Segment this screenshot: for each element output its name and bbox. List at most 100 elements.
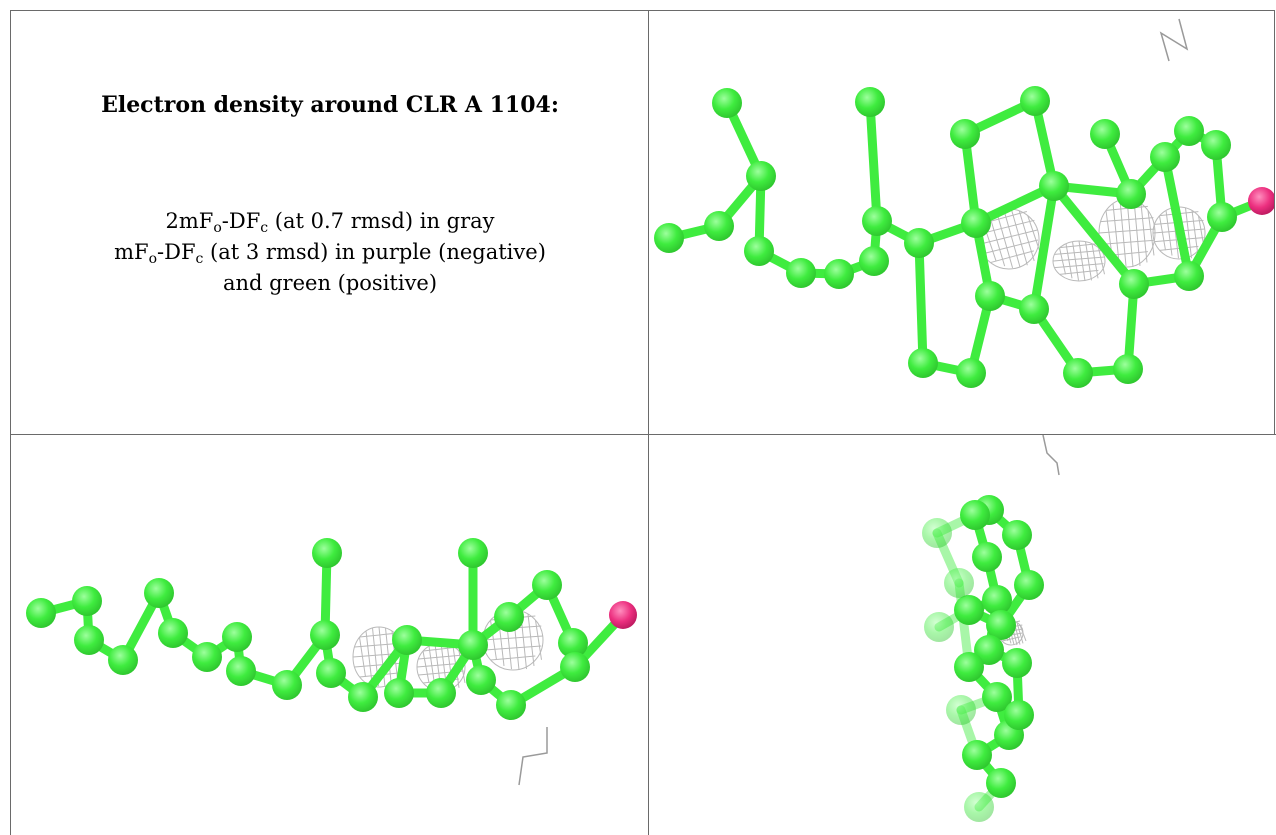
carbon-atom: [384, 678, 414, 708]
grid-line-right: [1274, 10, 1275, 434]
carbon-atom: [922, 518, 952, 548]
carbon-atom: [908, 348, 938, 378]
carbon-atom: [1174, 261, 1204, 291]
carbon-atom: [974, 635, 1004, 665]
bond: [1029, 181, 1059, 314]
carbon-atom: [108, 645, 138, 675]
carbon-atom: [192, 642, 222, 672]
axis-glyph: [518, 727, 548, 786]
carbon-atom: [950, 119, 980, 149]
oxygen-atom: [609, 601, 637, 629]
carbon-atom: [158, 618, 188, 648]
carbon-atom: [1002, 648, 1032, 678]
carbon-atom: [962, 740, 992, 770]
carbon-atom: [458, 538, 488, 568]
oxygen-atom: [1248, 187, 1274, 215]
carbon-atom: [1002, 520, 1032, 550]
carbon-atom: [1004, 700, 1034, 730]
carbon-atom: [310, 620, 340, 650]
carbon-atom: [746, 161, 776, 191]
bond: [1049, 181, 1139, 289]
carbon-atom: [862, 206, 892, 236]
carbon-atom: [904, 228, 934, 258]
grid-line-left: [10, 10, 11, 835]
carbon-atom: [972, 542, 1002, 572]
carbon-atom: [982, 585, 1012, 615]
bond: [865, 97, 882, 226]
molecule-end-image: [922, 435, 1060, 822]
carbon-atom: [1090, 119, 1120, 149]
carbon-atom: [532, 570, 562, 600]
carbon-atom: [558, 628, 588, 658]
carbon-atom: [560, 652, 590, 682]
carbon-atom: [712, 88, 742, 118]
density-mesh: [1152, 206, 1206, 260]
carbon-atom: [144, 578, 174, 608]
axis-glyph: [1042, 435, 1060, 476]
molecule-front-image: [654, 18, 1274, 388]
carbon-atom: [786, 258, 816, 288]
carbon-atom: [72, 586, 102, 616]
carbon-atom: [986, 768, 1016, 798]
carbon-atom: [1039, 171, 1069, 201]
carbon-atom: [1014, 570, 1044, 600]
carbon-atom: [316, 658, 346, 688]
carbon-atom: [392, 625, 422, 655]
caption-line-mfo-dfc: mFo-DFc (at 3 rmsd) in purple (negative): [114, 240, 546, 267]
carbon-atom: [1019, 294, 1049, 324]
carbon-atom: [1113, 354, 1143, 384]
carbon-atom: [1116, 179, 1146, 209]
carbon-atom: [954, 652, 984, 682]
carbon-atom: [964, 792, 994, 822]
carbon-atom: [1174, 116, 1204, 146]
carbon-atom: [956, 358, 986, 388]
carbon-atom: [1201, 130, 1231, 160]
grid-line-top: [10, 10, 1274, 11]
carbon-atom: [1150, 142, 1180, 172]
molecule-view-side: [11, 435, 648, 835]
carbon-atom: [1207, 202, 1237, 232]
molecule-view-front: [649, 11, 1274, 434]
carbon-atom: [222, 622, 252, 652]
carbon-atom: [954, 595, 984, 625]
carbon-atom: [348, 682, 378, 712]
grid-line-middle: [10, 434, 1276, 435]
carbon-atom: [855, 87, 885, 117]
carbon-atom: [975, 281, 1005, 311]
carbon-atom: [961, 208, 991, 238]
caption-cell: Electron density around CLR A 1104: 2mFo…: [12, 10, 648, 434]
carbon-atom: [960, 500, 990, 530]
bond: [914, 238, 928, 368]
carbon-atom: [74, 625, 104, 655]
carbon-atom: [824, 259, 854, 289]
carbon-atom: [654, 223, 684, 253]
carbon-atom: [944, 568, 974, 598]
carbon-atom: [426, 678, 456, 708]
carbon-atom: [272, 670, 302, 700]
carbon-atom: [458, 630, 488, 660]
carbon-atom: [494, 602, 524, 632]
figure-title: Electron density around CLR A 1104:: [101, 92, 559, 118]
carbon-atom: [226, 656, 256, 686]
axis-glyph: [1159, 18, 1189, 62]
carbon-atom: [496, 690, 526, 720]
carbon-atom: [1119, 269, 1149, 299]
carbon-atom: [466, 665, 496, 695]
bond: [1160, 152, 1194, 281]
grid-line-center: [648, 10, 649, 835]
carbon-atom: [986, 610, 1016, 640]
carbon-atom: [704, 211, 734, 241]
carbon-atom: [312, 538, 342, 568]
carbon-atom: [1063, 358, 1093, 388]
molecule-view-end: [649, 435, 1276, 835]
caption-line-2mfo-dfc: 2mFo-DFc (at 0.7 rmsd) in gray: [165, 209, 495, 236]
carbon-atom: [859, 246, 889, 276]
carbon-atom: [924, 612, 954, 642]
caption-text: 2mFo-DFc (at 0.7 rmsd) in gray mFo-DFc (…: [12, 206, 648, 299]
molecule-side-image: [26, 538, 637, 786]
density-mesh: [1052, 240, 1106, 282]
carbon-atom: [26, 598, 56, 628]
carbon-atom: [982, 682, 1012, 712]
carbon-atom: [946, 695, 976, 725]
